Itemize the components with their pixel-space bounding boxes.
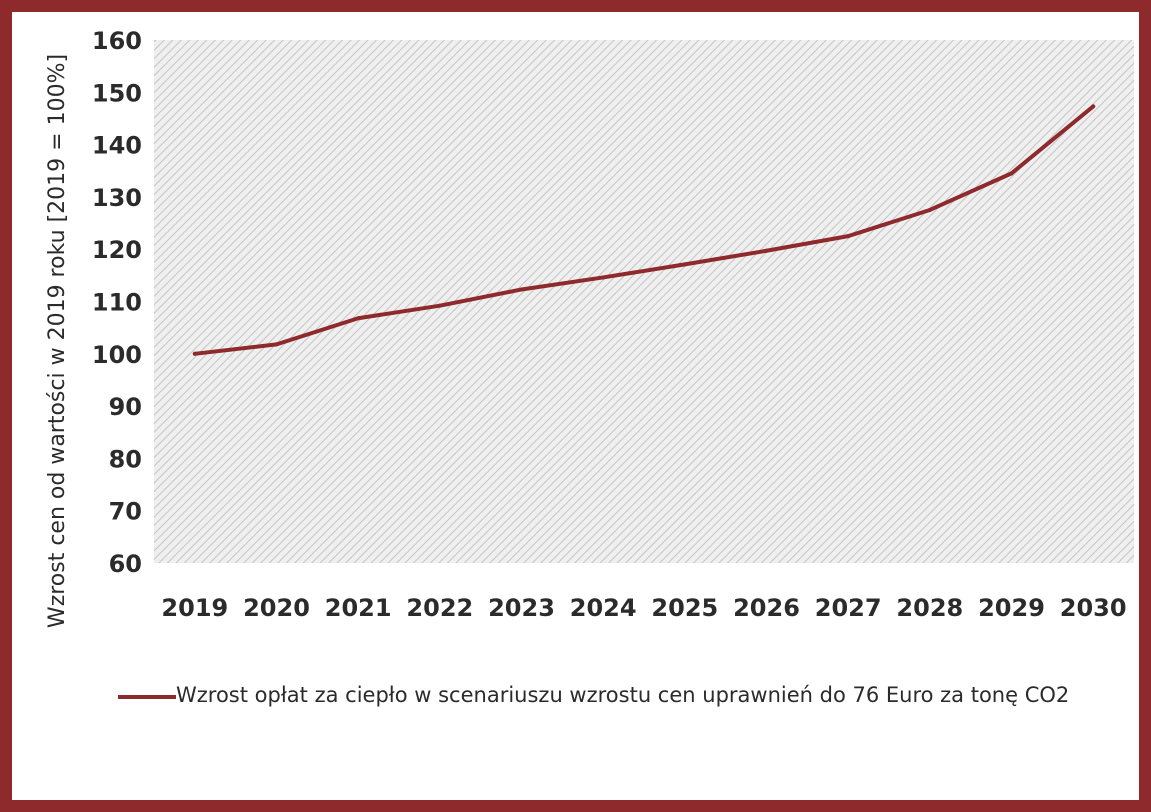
data-point [1091,104,1096,109]
series-layer [192,104,1096,356]
y-tick-label: 70 [109,498,142,526]
plot-area [154,40,1134,563]
x-tick-label: 2028 [896,594,963,622]
data-point [764,248,769,253]
y-axis-title: Wzrost cen od wartości w 2019 roku [2019… [45,54,70,628]
data-point [274,342,279,347]
y-tick-label: 120 [92,236,142,264]
data-point [519,287,524,292]
x-tick-label: 2021 [325,594,392,622]
x-tick-label: 2027 [815,594,882,622]
x-tick-label: 2026 [733,594,800,622]
data-point [437,303,442,308]
x-tick-label: 2030 [1060,594,1127,622]
y-tick-label: 110 [92,289,142,317]
y-tick-label: 90 [109,393,142,421]
data-point [192,351,197,356]
data-point [927,207,932,212]
y-tick-label: 60 [109,550,142,578]
y-tick-label: 80 [109,445,142,473]
data-point [846,234,851,239]
data-point [1009,171,1014,176]
x-tick-label: 2019 [161,594,228,622]
data-point [601,275,606,280]
series-line [192,104,1096,356]
y-tick-label: 130 [92,184,142,212]
x-tick-label: 2025 [651,594,718,622]
y-tick-label: 160 [92,27,142,55]
x-axis-ticks: 2019 2020 2021 2022 2023 2024 2025 2026 2027 2028… [161,594,1126,622]
legend-swatch [118,695,176,699]
y-axis-ticks: 60 70 80 90 100 110 120 130 140 150 160 [92,27,142,578]
x-tick-label: 2023 [488,594,555,622]
data-point [356,316,361,321]
x-tick-label: 2024 [570,594,637,622]
y-tick-label: 150 [92,79,142,107]
data-point [682,262,687,267]
x-tick-label: 2020 [243,594,310,622]
x-tick-label: 2022 [406,594,473,622]
y-tick-label: 140 [92,132,142,160]
legend-label: Wzrost opłat za ciepło w scenariuszu wzr… [176,683,1070,707]
x-tick-label: 2029 [978,594,1045,622]
y-tick-label: 100 [92,341,142,369]
